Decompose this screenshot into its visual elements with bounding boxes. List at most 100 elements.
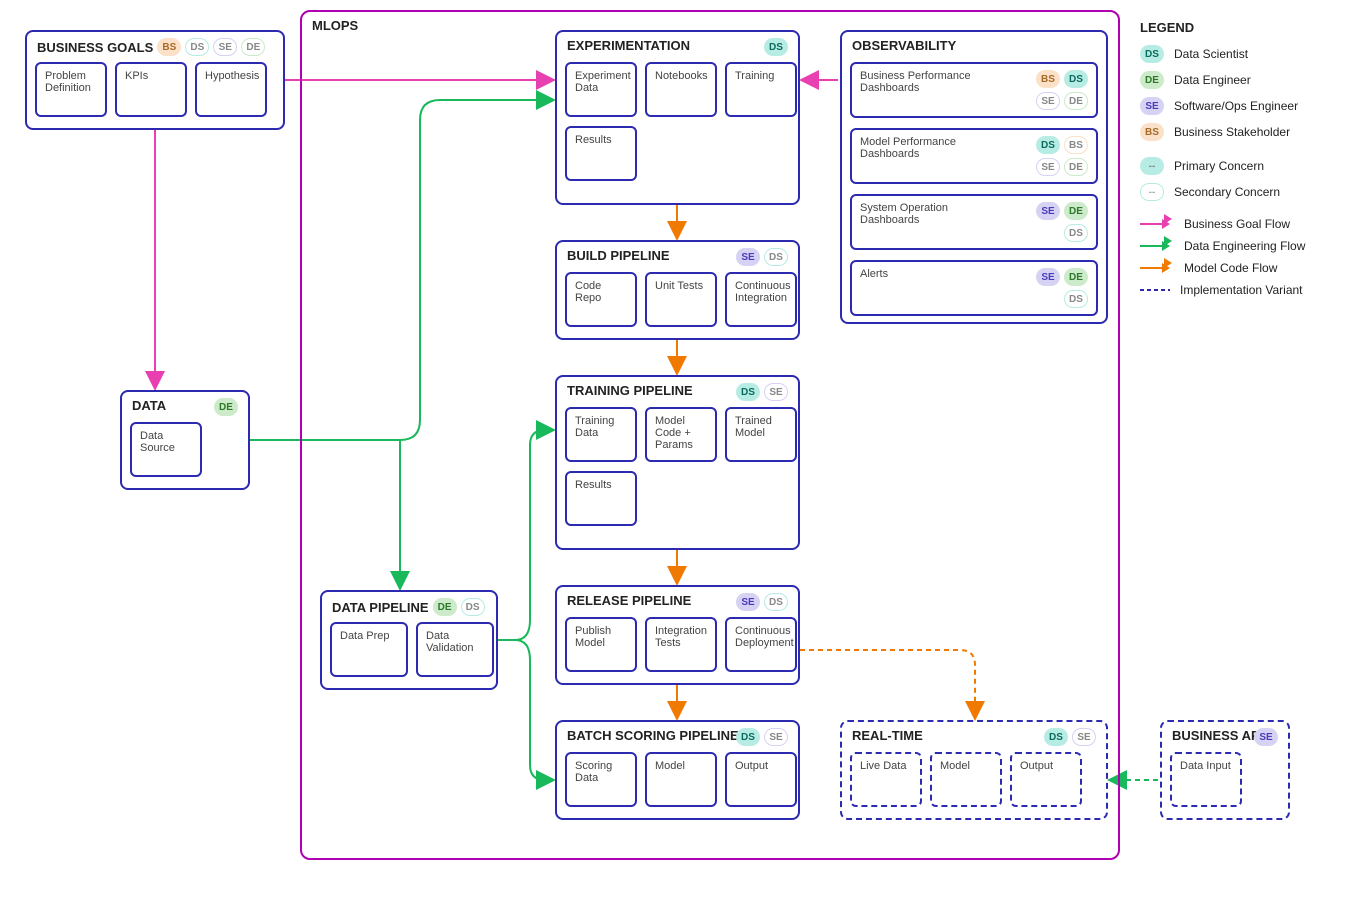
section-realtime: REAL-TIMEDSSELive DataModelOutput [840,720,1108,820]
role-tag-ds: DS [1064,70,1088,88]
role-tag-se: SE [1036,268,1060,286]
mlops-title: MLOPS [312,18,358,33]
section-tags: DSSE [736,383,788,401]
sub-trained-model: Trained Model [725,407,797,462]
legend-role-ds: DSData Scientist [1140,45,1350,63]
section-tags: SEDS [736,248,788,266]
role-tag-de: DE [1064,92,1088,110]
section-title: RELEASE PIPELINE [567,593,691,608]
sub-kpis: KPIs [115,62,187,117]
role-tag-de: DE [1064,202,1088,220]
legend-flow-variant: Implementation Variant [1140,283,1350,297]
section-tags: SE [1254,728,1278,746]
role-tag-ds: DS [1064,290,1088,308]
legend-flow-business: Business Goal Flow [1140,217,1350,231]
section-title: TRAINING PIPELINE [567,383,693,398]
role-tag-ds: DS [764,248,788,266]
sub-training: Training [725,62,797,117]
role-tag-ds: DS [764,38,788,56]
role-tag-se: SE [1036,202,1060,220]
sub-model-rt: Model [930,752,1002,807]
sub-problem-definition: Problem Definition [35,62,107,117]
role-tag-se: SE [213,38,237,56]
section-title: OBSERVABILITY [852,38,956,53]
section-build-pipeline: BUILD PIPELINE SEDS Code RepoUnit TestsCon… [555,240,800,340]
role-tag-ds: DS [1036,136,1060,154]
role-tag-se: SE [764,383,788,401]
sub-code-repo: Code Repo [565,272,637,327]
section-title: DATA [132,398,166,413]
section-business-goals: BUSINESS GOALS BSDSSEDE Problem Definitio… [25,30,285,130]
section-data-pipeline: DATA PIPELINE DEDS Data PrepData Validati… [320,590,498,690]
role-tag-bs: BS [1036,70,1060,88]
sub-model: Model [645,752,717,807]
section-training-pipeline: TRAINING PIPELINEDSSETraining DataModel … [555,375,800,550]
section-batch-scoring: BATCH SCORING PIPELINEDSSE Scoring DataMo… [555,720,800,820]
sub-output-rt: Output [1010,752,1082,807]
sub-integration-tests: Integration Tests [645,617,717,672]
section-tags: DSSE [736,728,788,746]
section-title: EXPERIMENTATION [567,38,690,53]
role-tag-ds: DS [736,728,760,746]
section-release-pipeline: RELEASE PIPELINE SEDS Publish ModelIntegra… [555,585,800,685]
role-tag-de: DE [1064,158,1088,176]
section-tags: DS [764,38,788,56]
role-tag-se: SE [736,593,760,611]
sub-hypothesis: Hypothesis [195,62,267,117]
sub-output: Output [725,752,797,807]
role-tag-ds: DS [1140,45,1164,63]
section-tags: DSSE [1044,728,1096,746]
section-title: DATA PIPELINE DEDS [332,598,485,616]
role-tag-de: DE [1064,268,1088,286]
sub-continuous-integration: Continuous Integration [725,272,797,327]
legend-flow-data: Data Engineering Flow [1140,239,1350,253]
section-data: DATA DE Data Source [120,390,250,490]
role-tag-se: SE [1072,728,1096,746]
section-business-app: BUSINESS APPSEData Input [1160,720,1290,820]
role-tag-de: DE [241,38,265,56]
legend-flow-model: Model Code Flow [1140,261,1350,275]
sub-scoring-data: Scoring Data [565,752,637,807]
legend-concern-secondary: --Secondary Concern [1140,183,1350,201]
role-tag-se: SE [764,728,788,746]
sub-results: Results [565,126,637,181]
sub-continuous-deployment: Continuous Deployment [725,617,797,672]
sub-data-prep: Data Prep [330,622,408,677]
role-tag-se: SE [1036,92,1060,110]
role-tag-ds: DS [461,598,485,616]
legend-title: LEGEND [1140,20,1350,35]
section-title: BUILD PIPELINE [567,248,670,263]
role-tag-de: DE [214,398,238,416]
section-observability: OBSERVABILITY Business Performance Dashbo… [840,30,1108,324]
obs-row-model-perf-dash: Model Performance DashboardsDSBSSEDE [850,128,1098,184]
legend-concern-primary: --Primary Concern [1140,157,1350,175]
section-title: BUSINESS GOALS BSDSSEDE [37,38,265,56]
sub-data-validation: Data Validation [416,622,494,677]
section-title: BATCH SCORING PIPELINE [567,728,739,743]
role-tag-bs: BS [1064,136,1088,154]
sub-notebooks: Notebooks [645,62,717,117]
section-tags: DE [214,398,238,416]
legend-role-de: DEData Engineer [1140,71,1350,89]
role-tag-ds: DS [1064,224,1088,242]
sub-data-source: Data Source [130,422,202,477]
sub-experiment-data: Experiment Data [565,62,637,117]
sub-unit-tests: Unit Tests [645,272,717,327]
role-tag-ds: DS [1044,728,1068,746]
legend: LEGEND DSData Scientist DEData Engineer SES… [1140,20,1350,305]
obs-row-alerts: AlertsSEDEDS [850,260,1098,316]
section-tags: SEDS [736,593,788,611]
sub-results-2: Results [565,471,637,526]
role-tag-de: DE [433,598,457,616]
legend-role-se: SESoftware/Ops Engineer [1140,97,1350,115]
obs-row-system-op-dash: System Operation DashboardsSEDEDS [850,194,1098,250]
section-experimentation: EXPERIMENTATION DS Experiment DataNotebook… [555,30,800,205]
role-tag-ds: DS [736,383,760,401]
sub-publish-model: Publish Model [565,617,637,672]
role-tag-ds: DS [185,38,209,56]
role-tag-se: SE [1254,728,1278,746]
role-tag-ds: DS [764,593,788,611]
obs-row-business-perf-dash: Business Performance DashboardsBSDSSEDE [850,62,1098,118]
sub-live-data: Live Data [850,752,922,807]
legend-role-bs: BSBusiness Stakeholder [1140,123,1350,141]
